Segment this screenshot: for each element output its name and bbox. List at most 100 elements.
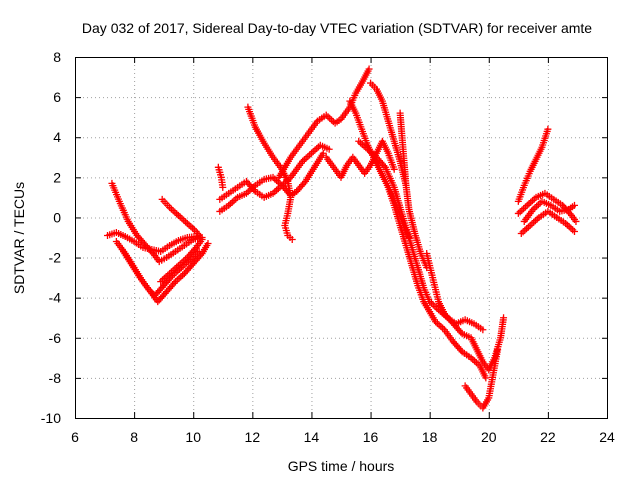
track-marker — [556, 200, 564, 208]
track-marker — [383, 147, 391, 155]
track-marker — [448, 336, 456, 344]
track-marker — [179, 271, 187, 279]
y-tick-label: -10 — [41, 410, 61, 426]
track-marker — [474, 360, 482, 368]
y-tick-label: -4 — [49, 290, 62, 306]
track-marker — [481, 372, 489, 380]
track-marker — [562, 206, 570, 214]
track-marker — [531, 217, 539, 225]
track-marker — [471, 357, 479, 365]
track-marker — [132, 229, 140, 237]
track-marker — [553, 206, 561, 214]
track-marker — [169, 281, 177, 289]
track-marker — [267, 174, 275, 182]
track-marker — [267, 190, 275, 198]
track-marker — [273, 186, 281, 194]
track-marker — [311, 146, 319, 154]
track-marker — [569, 203, 577, 211]
track-marker — [167, 205, 175, 213]
series-track-18 — [461, 346, 502, 412]
plot-frame — [75, 57, 608, 419]
x-tick-label: 22 — [540, 429, 556, 445]
track-marker — [172, 238, 180, 246]
track-marker — [377, 95, 385, 103]
track-marker — [519, 184, 527, 192]
track-marker — [268, 151, 276, 159]
series-track-9 — [244, 103, 296, 244]
track-marker — [413, 279, 421, 287]
track-marker — [380, 175, 388, 183]
track-marker — [182, 218, 190, 226]
track-marker — [189, 224, 197, 232]
series-track-7 — [216, 141, 333, 203]
series-track-15 — [355, 137, 487, 334]
track-marker — [157, 285, 165, 293]
track-marker — [490, 364, 498, 372]
x-tick-label: 24 — [599, 429, 615, 445]
track-marker — [530, 195, 538, 203]
series-track-14 — [396, 109, 410, 189]
track-marker — [170, 279, 178, 287]
track-marker — [194, 242, 202, 250]
track-marker — [258, 177, 266, 185]
x-tick-label: 10 — [185, 429, 201, 445]
track-marker — [351, 91, 359, 99]
track-marker — [176, 265, 184, 273]
y-tick-label: -6 — [49, 330, 62, 346]
track-marker — [567, 224, 575, 232]
track-marker — [365, 163, 373, 171]
track-marker — [128, 236, 136, 244]
track-marker — [283, 229, 291, 237]
track-marker — [389, 181, 397, 189]
track-marker — [378, 160, 386, 168]
track-marker — [280, 165, 288, 173]
track-marker — [520, 205, 528, 213]
track-marker — [203, 242, 211, 250]
track-marker — [519, 228, 527, 236]
track-marker — [231, 185, 239, 193]
track-marker — [428, 271, 436, 279]
track-marker — [218, 181, 226, 189]
data-point — [514, 209, 522, 217]
track-marker — [570, 215, 578, 223]
track-marker — [312, 119, 320, 127]
data-point — [526, 221, 534, 229]
track-marker — [390, 135, 398, 143]
track-marker — [259, 137, 267, 145]
track-marker — [380, 162, 388, 170]
x-axis-label: GPS time / hours — [288, 458, 395, 474]
x-tick-labels: 6 8 10 12 14 16 18 20 22 24 — [71, 429, 615, 445]
track-marker — [232, 195, 240, 203]
track-marker — [523, 225, 531, 233]
series-track-2 — [104, 228, 200, 256]
track-marker — [499, 316, 507, 324]
track-marker — [135, 272, 143, 280]
track-marker — [362, 144, 370, 152]
track-marker — [533, 215, 541, 223]
series-track-5 — [118, 246, 203, 300]
track-marker — [439, 324, 447, 332]
series-track-17 — [423, 250, 508, 374]
track-marker — [353, 159, 361, 167]
series-track-21 — [517, 207, 578, 237]
track-marker — [455, 326, 463, 334]
track-marker — [166, 275, 174, 283]
track-marker — [164, 201, 172, 209]
data-point — [307, 149, 315, 157]
series-track-19 — [514, 125, 552, 205]
track-marker — [357, 123, 365, 131]
track-marker — [472, 344, 480, 352]
track-marker — [545, 200, 553, 208]
track-marker — [543, 127, 551, 135]
chart-title: Day 032 of 2017, Sidereal Day-to-day VTE… — [82, 20, 592, 36]
track-marker — [528, 220, 536, 228]
grid — [75, 57, 607, 418]
series-track-16 — [384, 183, 490, 382]
track-marker — [222, 203, 230, 211]
track-marker — [371, 152, 379, 160]
track-marker — [431, 283, 439, 291]
track-marker — [529, 197, 537, 205]
track-marker — [531, 157, 539, 165]
series-track-10 — [275, 65, 373, 181]
y-tick-label: 8 — [53, 49, 61, 65]
